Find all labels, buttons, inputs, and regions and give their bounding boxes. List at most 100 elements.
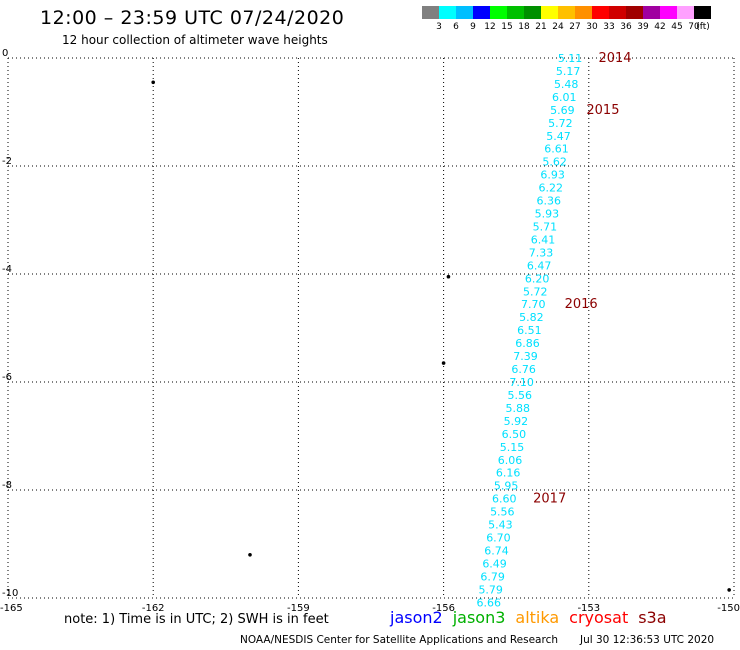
x-tick-label: -165 [0, 603, 23, 614]
island-mark [441, 361, 446, 365]
wave-height-label: 7.10 [509, 376, 534, 389]
footer-timestamp: Jul 30 12:36:53 UTC 2020 [580, 634, 715, 646]
wave-height-label: 5.62 [542, 156, 567, 169]
map-islands [151, 80, 731, 592]
color-swatch [558, 6, 575, 19]
time-label: 2015 [586, 103, 619, 118]
island-mark [727, 588, 731, 592]
wave-height-label: 6.41 [531, 233, 556, 246]
wave-height-label: 6.61 [544, 143, 569, 156]
color-swatch [694, 6, 711, 19]
y-tick-label: -8 [2, 480, 12, 491]
wave-height-label: 6.16 [496, 467, 521, 480]
color-scale-bar [422, 6, 711, 19]
wave-height-label: 6.76 [511, 363, 536, 376]
footer-organization: NOAA/NESDIS Center for Satellite Applica… [240, 634, 558, 646]
x-tick-label: -162 [142, 603, 165, 614]
map-grid [7, 57, 735, 599]
time-labels: 2014 2015 2016 2017 [533, 51, 631, 507]
wave-height-label: 6.20 [525, 272, 550, 285]
map-title: 12:00 – 23:59 UTC 07/24/2020 [40, 7, 345, 29]
footer-note: note: 1) Time is in UTC; 2) SWH is in fe… [64, 612, 329, 627]
wave-height-label: 5.72 [548, 117, 573, 130]
wave-height-labels: 5.115.175.486.015.695.725.476.615.626.93… [477, 52, 583, 609]
color-swatch [575, 6, 592, 19]
wave-height-label: 5.15 [500, 441, 525, 454]
wave-height-label: 6.70 [486, 532, 511, 545]
wave-height-label: 5.82 [519, 311, 544, 324]
satellite-name: jason2 [390, 608, 443, 627]
color-scale-label: (ft) [696, 22, 710, 32]
color-scale-label: 18 [518, 22, 530, 32]
wave-height-label: 5.69 [550, 104, 575, 117]
x-tick-label: -150 [717, 603, 740, 614]
satellite-name: jason3 [452, 608, 506, 627]
island-mark [151, 80, 155, 85]
wave-height-label: 5.79 [478, 583, 503, 596]
color-swatch [507, 6, 524, 19]
wave-height-label: 5.43 [488, 519, 513, 532]
color-swatch [422, 6, 439, 19]
time-label: 2014 [598, 51, 631, 66]
color-swatch [439, 6, 456, 19]
island-mark [446, 274, 451, 279]
wave-height-label: 6.50 [502, 428, 527, 441]
wave-height-label: 6.79 [480, 570, 505, 583]
wave-height-label: 5.48 [554, 78, 579, 91]
wave-height-label: 6.51 [517, 324, 542, 337]
wave-height-label: 5.95 [494, 480, 519, 493]
x-tick-label: -159 [287, 603, 310, 614]
color-swatch [473, 6, 490, 19]
wave-height-label: 5.17 [556, 65, 581, 78]
map-subtitle: 12 hour collection of altimeter wave hei… [62, 33, 328, 47]
color-swatch [643, 6, 660, 19]
color-scale-label: 3 [436, 22, 442, 32]
wave-height-label: 6.01 [552, 91, 577, 104]
wave-height-label: 5.71 [533, 220, 558, 233]
wave-height-label: 6.22 [538, 182, 563, 195]
color-scale-label: 45 [671, 22, 683, 32]
color-swatch [541, 6, 558, 19]
y-tick-label: 0 [2, 48, 8, 59]
wave-height-label: 6.47 [527, 259, 552, 272]
wave-height-label: 6.66 [477, 596, 502, 609]
x-tick-label: -156 [432, 603, 455, 614]
wave-height-label: 6.06 [498, 454, 522, 467]
satellite-name: s3a [638, 608, 667, 627]
satellite-name: cryosat [569, 608, 629, 627]
satellite-name: altika [515, 608, 560, 627]
y-tick-label: -2 [2, 156, 12, 167]
wave-height-label: 5.47 [546, 130, 571, 143]
wave-height-label: 6.36 [537, 195, 562, 208]
color-scale-label: 9 [470, 22, 476, 32]
color-scale-label: 33 [603, 22, 615, 32]
wave-height-label: 7.33 [529, 246, 554, 259]
color-scale-label: 21 [535, 22, 547, 32]
wave-height-label: 5.93 [535, 208, 560, 221]
wave-height-label: 5.88 [506, 402, 531, 415]
wave-height-label: 6.74 [484, 544, 509, 557]
color-swatch [609, 6, 626, 19]
wave-height-label: 5.56 [507, 389, 532, 402]
color-swatch [490, 6, 507, 19]
wave-height-label: 7.39 [513, 350, 538, 363]
wave-height-label: 5.56 [490, 506, 514, 519]
time-label: 2016 [565, 297, 598, 312]
color-scale-label: 27 [569, 22, 581, 32]
color-swatch [660, 6, 677, 19]
x-tick-label: -153 [577, 603, 600, 614]
color-swatch [592, 6, 609, 19]
color-scale-label: 36 [620, 22, 632, 32]
y-tick-label: -6 [2, 372, 12, 383]
wave-height-label: 6.93 [540, 169, 565, 182]
wave-height-label: 7.70 [521, 298, 546, 311]
wave-height-label: 5.92 [504, 415, 528, 428]
satellite-legend: jason2 jason3 altika cryosat s3a [390, 608, 677, 627]
y-tick-label: -4 [2, 264, 12, 275]
color-scale-label: 70 [688, 22, 700, 32]
color-swatch [456, 6, 473, 19]
color-scale-label: 24 [552, 22, 564, 32]
color-scale-label: 42 [654, 22, 666, 32]
wave-height-label: 5.11 [558, 52, 583, 65]
